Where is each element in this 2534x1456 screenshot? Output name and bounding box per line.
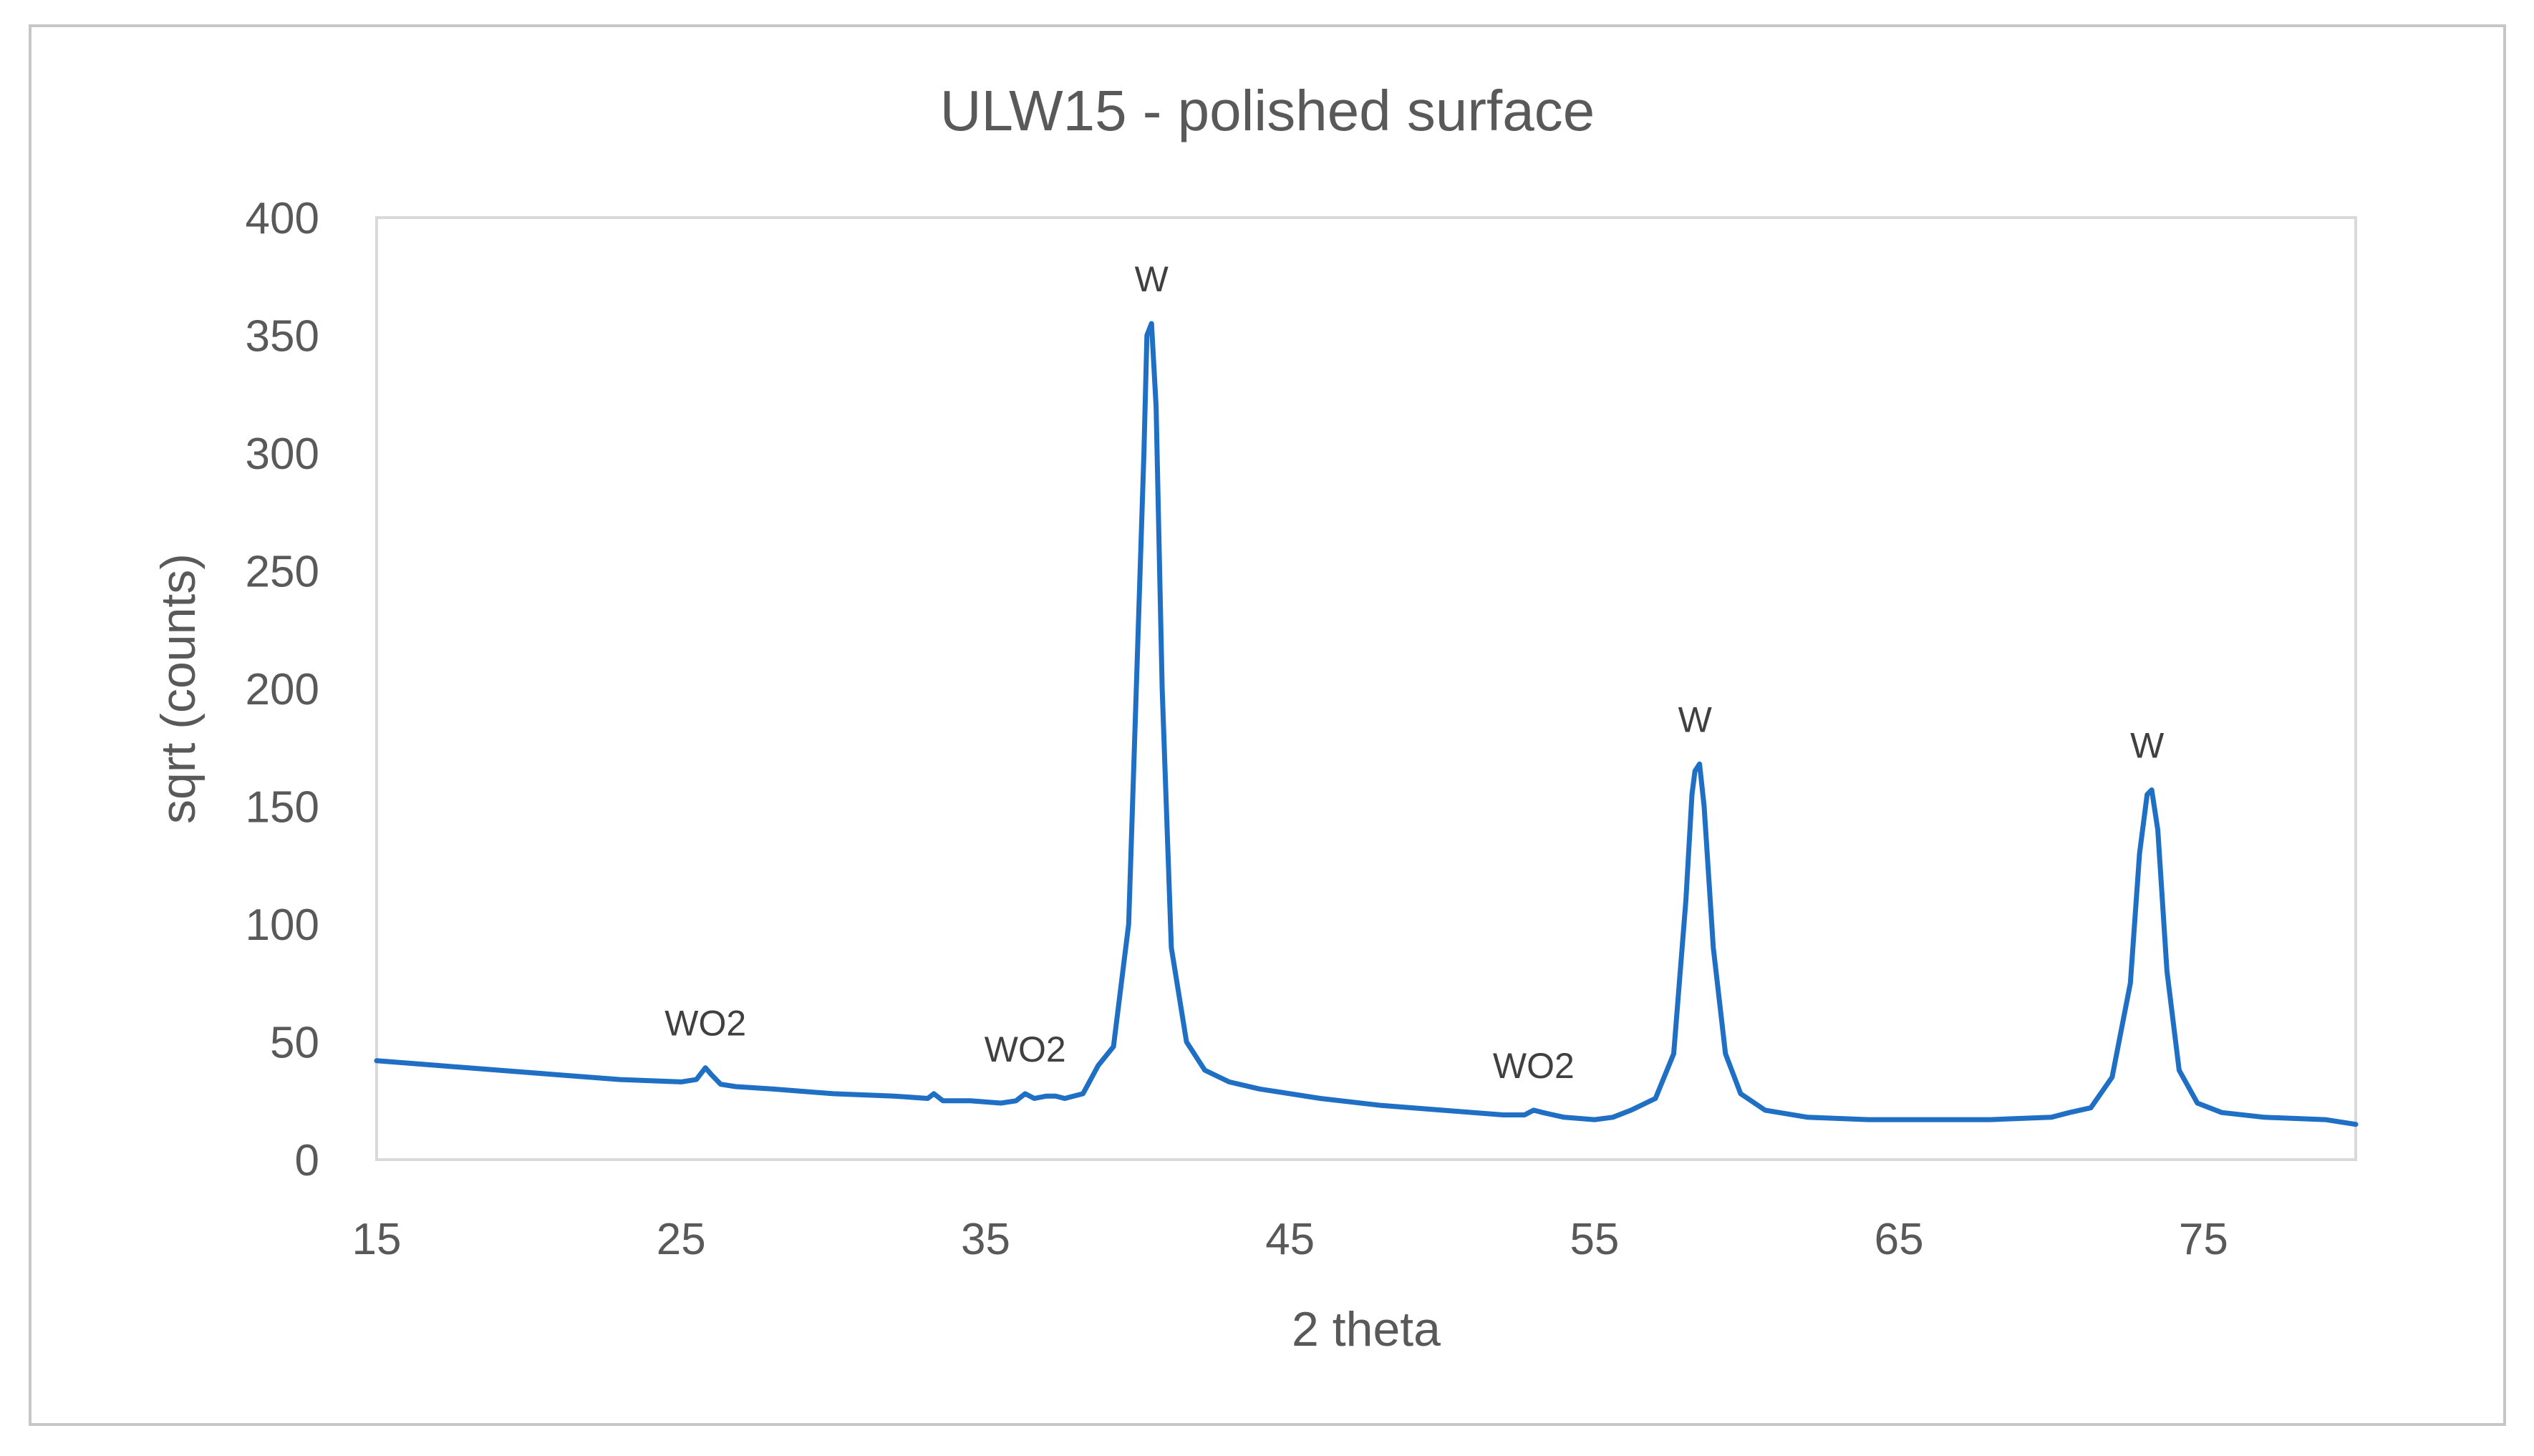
y-tick-label: 250 — [246, 548, 319, 597]
peak-label: WO2 — [664, 1004, 746, 1044]
peak-label: W — [2130, 725, 2165, 765]
peak-label: W — [1678, 699, 1713, 739]
chart-frame — [29, 24, 2506, 1426]
y-tick-label: 0 — [295, 1136, 319, 1185]
x-tick-label: 75 — [2179, 1215, 2228, 1264]
peak-label: WO2 — [985, 1029, 1066, 1069]
y-tick-label: 300 — [246, 429, 319, 479]
x-tick-label: 35 — [961, 1215, 1010, 1264]
x-tick-label: 25 — [657, 1215, 706, 1264]
y-tick-label: 350 — [246, 312, 319, 361]
peak-annotations: WO2 WO2 W WO2 W W — [664, 259, 2165, 1086]
chart-title: ULW15 - polished surface — [940, 79, 1595, 142]
peak-label: W — [1135, 259, 1169, 299]
x-tick-label: 45 — [1265, 1215, 1315, 1264]
plot-area — [375, 216, 2357, 1161]
y-tick-label: 200 — [246, 665, 319, 714]
x-tick-labels: 15 25 35 45 55 65 75 — [352, 1215, 2228, 1264]
x-tick-label: 15 — [352, 1215, 402, 1264]
x-axis-label: 2 theta — [1292, 1302, 1441, 1356]
x-tick-label: 65 — [1875, 1215, 1924, 1264]
y-axis-label: sqrt (counts) — [151, 553, 205, 824]
y-tick-label: 50 — [270, 1019, 319, 1068]
series-line — [374, 321, 2359, 1127]
y-tick-labels: 0 50 100 150 200 250 300 350 400 — [246, 194, 319, 1185]
y-tick-label: 400 — [246, 194, 319, 243]
peak-label: WO2 — [1493, 1046, 1575, 1086]
y-tick-label: 150 — [246, 783, 319, 833]
y-tick-label: 100 — [246, 901, 319, 950]
x-tick-label: 55 — [1570, 1215, 1619, 1264]
